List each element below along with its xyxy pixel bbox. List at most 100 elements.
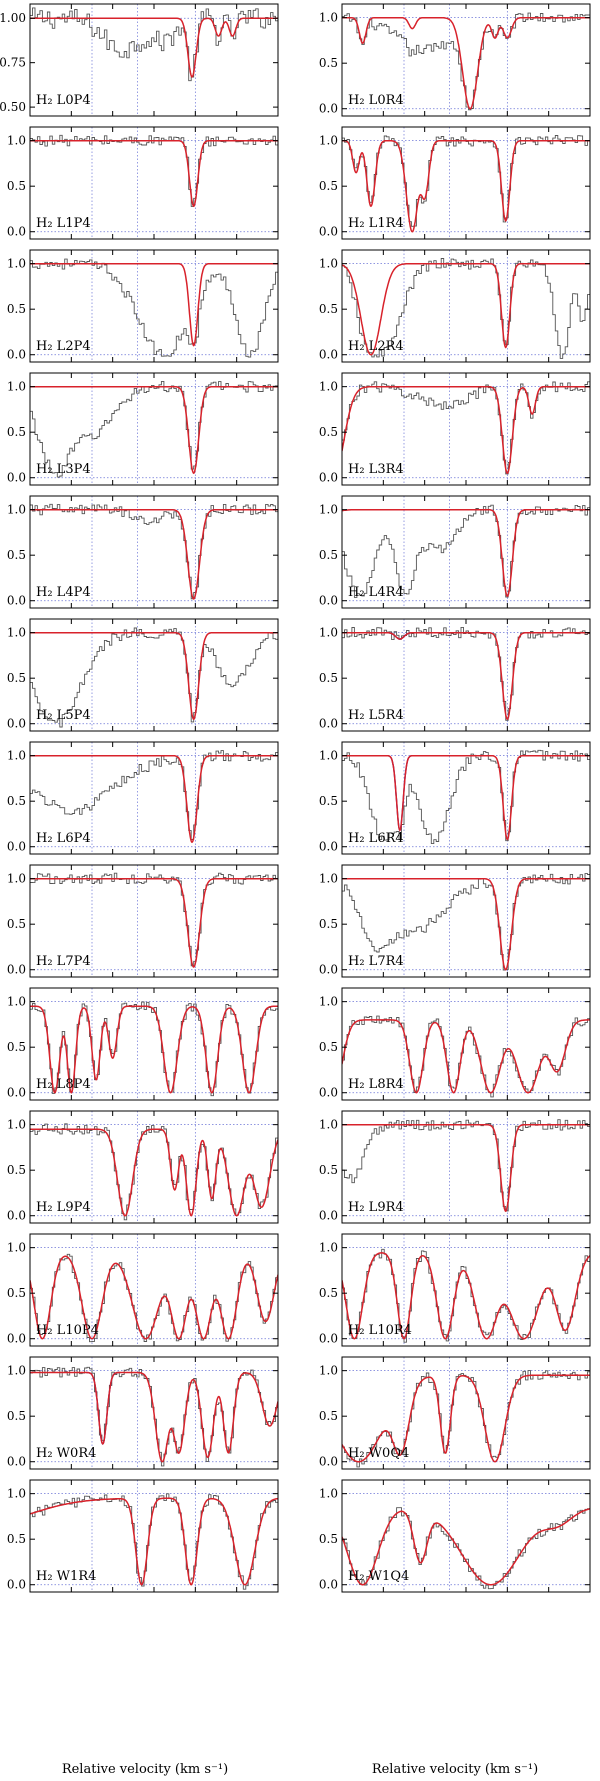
plot-area [342,1357,590,1469]
model-fit [30,754,278,844]
y-tick-label: 1.0 [319,872,338,886]
y-tick-label: 0.0 [319,1455,338,1469]
y-tick-label: 0.0 [7,471,26,485]
y-tick-label: 0.0 [319,1086,338,1100]
y-tick-label: 0.5 [319,671,338,685]
panel-label: H₂ L3R4 [348,462,404,477]
y-tick-label: 0.0 [319,1578,338,1592]
panel-label: H₂ L1P4 [36,216,91,231]
y-tick-label: 0.0 [7,840,26,854]
panel-label: H₂ L0R4 [348,93,404,108]
model-fit [30,385,278,475]
plot-area [30,4,278,116]
model-fit [30,139,278,208]
plot-area [30,1111,278,1223]
plot-area [342,1480,590,1592]
observed-spectrum [342,749,590,845]
y-tick-label: 0.5 [319,179,338,193]
y-tick-label: 0.5 [319,1040,338,1054]
y-tick-label: 0.0 [319,594,338,608]
y-tick-label: 0.0 [7,1578,26,1592]
y-tick-label: 0.0 [7,1455,26,1469]
plot-area [30,865,278,977]
panel-label: H₂ L6P4 [36,831,91,846]
panel-20: 0.0 0.5 1.0 H₂ L9R4 [319,1110,591,1224]
panel-7: 0.0 0.5 1.0 H₂ L3P4 [7,372,279,486]
observed-spectrum [342,1507,590,1590]
y-tick-label: 0.0 [7,594,26,608]
panel-label: H₂ L2R4 [348,339,404,354]
observed-spectrum [342,873,590,971]
observed-spectrum [30,750,278,840]
y-tick-label: 0.5 [7,671,26,685]
model-fit [30,1005,278,1094]
y-tick-label: 1.0 [319,134,338,148]
y-tick-label: 1.0 [7,1364,26,1378]
panel-9: 0.0 0.5 1.0 H₂ L4P4 [7,495,279,609]
y-tick-label: 1.0 [319,11,338,25]
model-fit [342,631,590,721]
y-tick-label: 0.5 [7,1532,26,1546]
panel-15: 0.0 0.5 1.0 H₂ L7P4 [7,864,279,978]
y-tick-label: 0.5 [7,302,26,316]
model-fit [30,877,278,968]
panel-5: 0.0 0.5 1.0 H₂ L2P4 [7,249,279,363]
plot-area [30,496,278,608]
y-tick-label: 0.5 [7,1040,26,1054]
y-tick-label: 1.0 [319,257,338,271]
y-tick-label: 0.0 [319,1332,338,1346]
y-tick-label: 1.0 [7,995,26,1009]
panel-19: 0.0 0.5 1.0 H₂ L9P4 [7,1110,279,1224]
x-axis-title-left: Relative velocity (km s⁻¹) [62,1762,228,1777]
panel-label: H₂ L10P4 [36,1323,99,1338]
panel-10: 0.0 0.5 1.0 H₂ L4R4 [319,495,591,609]
panel-14: 0.0 0.5 1.0 H₂ L6R4 [319,741,591,855]
y-tick-label: 1.0 [319,749,338,763]
y-tick-label: 1.0 [319,1241,338,1255]
y-tick-label: 0.5 [7,794,26,808]
panel-label: H₂ L1R4 [348,216,404,231]
y-tick-label: 0.0 [319,102,338,116]
model-fit [342,1374,590,1463]
panel-label: H₂ W1Q4 [348,1569,409,1584]
y-tick-label: 0.0 [7,717,26,731]
panel-label: H₂ W0R4 [36,1446,96,1461]
y-tick-label: 0.0 [7,225,26,239]
panel-label: H₂ L4P4 [36,585,91,600]
plot-area [30,619,278,731]
y-tick-label: 0.5 [319,794,338,808]
y-tick-label: 0.5 [319,1532,338,1546]
model-fit [342,1252,590,1340]
panel-3: 0.0 0.5 1.0 H₂ L1P4 [7,126,279,240]
plot-area [342,1111,590,1223]
panel-label: H₂ W1R4 [36,1569,96,1584]
y-tick-label: 0.50 [0,100,26,114]
y-tick-label: 1.0 [7,872,26,886]
plot-area [30,1234,278,1346]
model-fit [30,1497,278,1586]
panel-26: 0.0 0.5 1.0 H₂ W1Q4 [319,1479,591,1593]
panel-label: H₂ L5P4 [36,708,91,723]
panel-label: H₂ L9P4 [36,1200,91,1215]
panel-label: H₂ L6R4 [348,831,404,846]
panel-label: H₂ L0P4 [36,93,91,108]
panel-label: H₂ L3P4 [36,462,91,477]
model-fit [30,1255,278,1340]
panel-23: 0.0 0.5 1.0 H₂ W0R4 [7,1356,279,1470]
y-tick-label: 0.0 [7,1086,26,1100]
y-tick-label: 0.5 [319,425,338,439]
model-fit [30,17,278,78]
y-tick-label: 0.0 [319,963,338,977]
plot-area [342,1234,590,1346]
y-tick-label: 1.0 [7,626,26,640]
y-tick-label: 0.5 [7,179,26,193]
panel-25: 0.0 0.5 1.0 H₂ W1R4 [7,1479,279,1593]
y-tick-label: 0.5 [7,1163,26,1177]
plot-area [342,373,590,485]
y-tick-label: 0.0 [319,225,338,239]
observed-spectrum [30,627,278,728]
observed-spectrum [342,381,590,475]
x-axis-title-right: Relative velocity (km s⁻¹) [372,1762,538,1777]
y-tick-label: 0.5 [319,1286,338,1300]
